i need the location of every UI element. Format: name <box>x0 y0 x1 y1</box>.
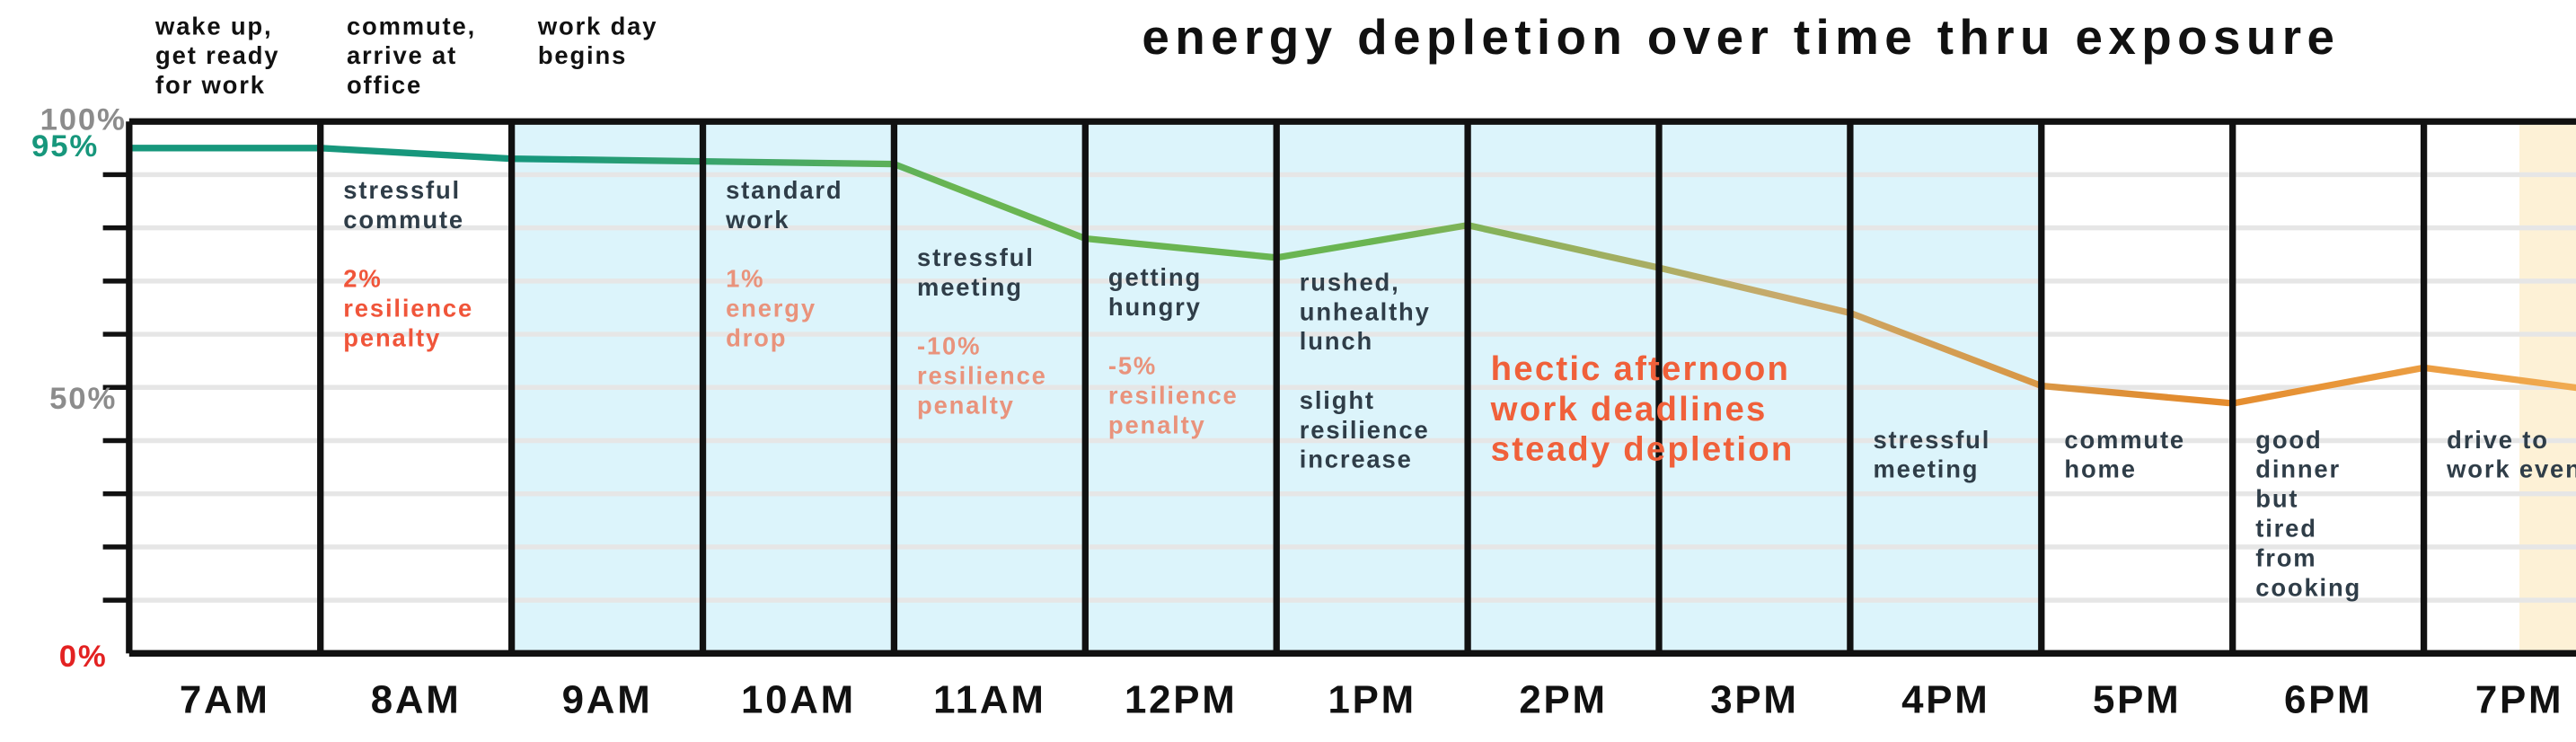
note-detail: increase <box>1300 446 1413 473</box>
x-tick-label: 7PM <box>2475 678 2563 722</box>
top-note: commute, <box>347 12 476 40</box>
note: work event <box>2446 455 2576 483</box>
note: home <box>2064 455 2136 483</box>
note: meeting <box>917 273 1023 301</box>
top-note: get ready <box>155 41 279 69</box>
note: hungry <box>1108 293 1202 321</box>
note-detail: -5% <box>1108 352 1157 380</box>
note: cooking <box>2255 573 2361 601</box>
start-label: 95% <box>31 129 99 163</box>
x-tick-label: 8AM <box>371 678 462 722</box>
y-tick-label: 50% <box>49 382 117 416</box>
top-note: office <box>347 71 422 99</box>
x-tick-label: 2PM <box>1519 678 1607 722</box>
chart-title: energy depletion over time thru exposure <box>1142 9 2340 65</box>
note-detail: drop <box>726 324 787 352</box>
note: tired <box>2255 514 2317 542</box>
energy-line <box>128 145 2576 407</box>
note: unhealthy <box>1300 297 1431 325</box>
x-tick-label: 11AM <box>933 678 1046 722</box>
note: stressful <box>1873 426 1990 454</box>
note-detail: penalty <box>917 391 1015 419</box>
note-detail: resilience <box>917 362 1047 390</box>
emphasis-note: hectic afternoon <box>1491 349 1790 388</box>
top-note: work day <box>537 12 657 40</box>
x-tick-label: 10AM <box>741 678 856 722</box>
note: commute <box>2064 426 2185 454</box>
note-detail: resilience <box>1108 381 1239 409</box>
note: meeting <box>1873 455 1979 483</box>
note-detail: energy <box>726 295 816 322</box>
note-detail: resilience <box>343 295 473 322</box>
x-tick-label: 4PM <box>1901 678 1989 722</box>
note: lunch <box>1300 327 1373 355</box>
note-detail: penalty <box>343 324 441 352</box>
x-tick-label: 5PM <box>2093 678 2181 722</box>
x-tick-label: 3PM <box>1710 678 1798 722</box>
top-note: begins <box>538 41 627 69</box>
note: work <box>725 206 790 234</box>
top-note: arrive at <box>347 41 457 69</box>
note-detail: slight <box>1300 386 1375 414</box>
note-detail: resilience <box>1300 416 1430 444</box>
top-note: wake up, <box>154 12 272 40</box>
note-detail: -10% <box>917 332 981 360</box>
note-detail: penalty <box>1108 411 1206 438</box>
x-tick-label: 12PM <box>1125 678 1238 722</box>
x-tick-label: 7AM <box>180 678 270 722</box>
x-tick-label: 1PM <box>1328 678 1416 722</box>
x-tick-label: 9AM <box>562 678 653 722</box>
note: standard <box>726 176 842 204</box>
note: drive to <box>2447 426 2549 454</box>
note: from <box>2255 543 2316 571</box>
emphasis-note: steady depletion <box>1491 430 1795 469</box>
note: stressful <box>343 176 461 204</box>
note: but <box>2255 485 2298 513</box>
note: dinner <box>2255 455 2341 483</box>
note-detail: 1% <box>726 265 764 293</box>
x-tick-label: 6PM <box>2284 678 2372 722</box>
note: getting <box>1108 263 1202 291</box>
note: good <box>2255 426 2322 454</box>
y-tick-label: 100% <box>40 102 127 137</box>
note: commute <box>343 206 464 234</box>
emphasis-note: work deadlines <box>1490 390 1768 428</box>
note: rushed, <box>1300 268 1400 296</box>
top-note: for work <box>155 71 266 99</box>
note: stressful <box>917 243 1035 271</box>
y-tick-label: 0% <box>59 640 108 674</box>
note-detail: 2% <box>343 265 382 293</box>
